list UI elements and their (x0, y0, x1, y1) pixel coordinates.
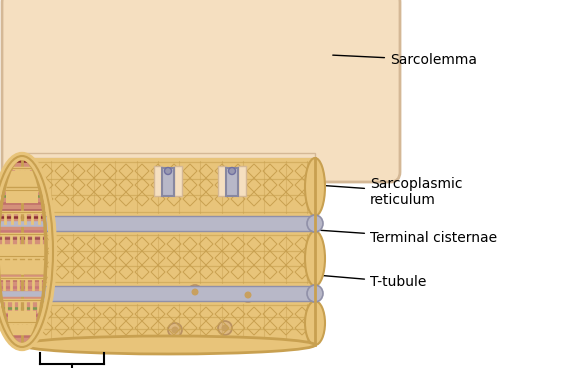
Polygon shape (218, 166, 226, 196)
Ellipse shape (0, 158, 46, 345)
Polygon shape (22, 158, 315, 216)
Ellipse shape (12, 231, 32, 286)
Circle shape (188, 285, 202, 299)
Text: T-tubule: T-tubule (319, 275, 426, 289)
Circle shape (241, 288, 255, 302)
Circle shape (168, 323, 182, 337)
Ellipse shape (12, 301, 32, 345)
Polygon shape (22, 301, 315, 345)
Circle shape (228, 167, 235, 174)
Polygon shape (22, 231, 315, 286)
Ellipse shape (307, 215, 323, 232)
Text: Triad: Triad (0, 367, 1, 368)
Circle shape (222, 325, 228, 332)
Ellipse shape (305, 301, 325, 345)
Ellipse shape (14, 285, 30, 302)
Ellipse shape (14, 215, 30, 232)
Circle shape (245, 291, 252, 298)
Ellipse shape (305, 158, 325, 216)
Circle shape (171, 326, 178, 333)
Text: Sarcolemma: Sarcolemma (333, 53, 477, 67)
Ellipse shape (22, 336, 315, 354)
Polygon shape (22, 216, 315, 231)
Polygon shape (22, 153, 315, 158)
Text: Sarcoplasmic
reticulum: Sarcoplasmic reticulum (319, 177, 463, 207)
Polygon shape (226, 168, 238, 196)
Circle shape (164, 167, 171, 174)
Text: Terminal cisternae: Terminal cisternae (319, 230, 497, 245)
Ellipse shape (305, 231, 325, 286)
Polygon shape (238, 166, 246, 196)
Circle shape (218, 321, 232, 335)
Ellipse shape (12, 158, 32, 216)
Polygon shape (174, 166, 182, 196)
Polygon shape (162, 168, 174, 196)
Circle shape (192, 289, 198, 296)
Ellipse shape (307, 285, 323, 302)
FancyBboxPatch shape (2, 0, 400, 182)
Polygon shape (154, 166, 162, 196)
Polygon shape (22, 286, 315, 301)
Polygon shape (22, 158, 315, 345)
